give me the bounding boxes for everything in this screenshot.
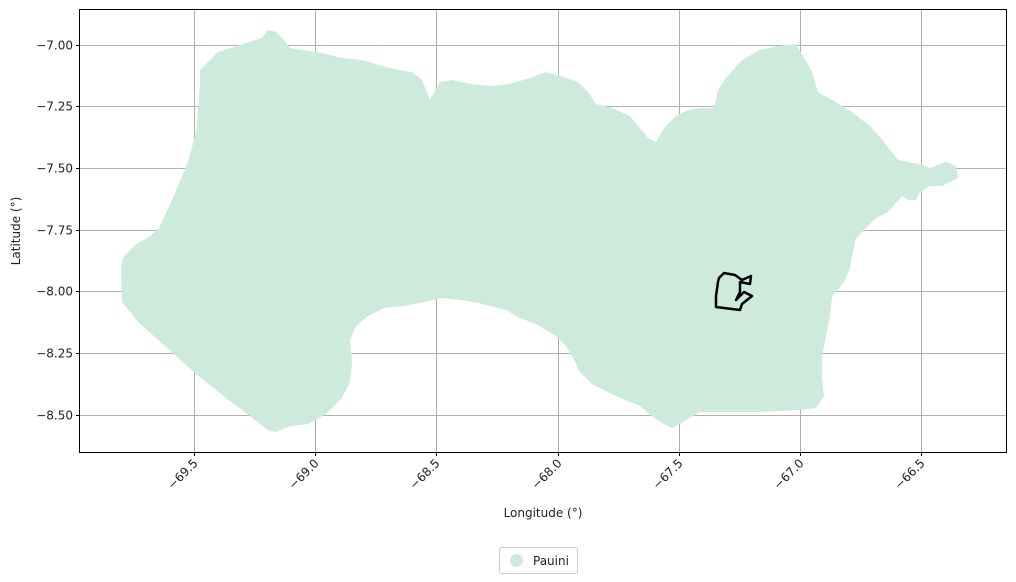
y-tick-label: −8.25 xyxy=(36,347,73,361)
y-tick-label: −7.00 xyxy=(36,39,73,53)
y-tick-label: −8.00 xyxy=(36,285,73,299)
y-axis-label: Latitude (°) xyxy=(9,197,23,266)
x-tick-label: −66.5 xyxy=(892,456,928,492)
y-tick-label: −7.50 xyxy=(36,162,73,176)
y-axis-ticks: −7.00 −7.25 −7.50 −7.75 −8.00 −8.25 −8.50 xyxy=(36,39,80,423)
x-tick-label: −67.5 xyxy=(650,456,686,492)
x-tick-label: −68.5 xyxy=(407,456,443,492)
legend-marker-icon xyxy=(510,554,523,567)
x-axis-ticks: −69.5 −69.0 −68.5 −68.0 −67.5 −67.0 −66.5 xyxy=(165,452,928,492)
pauini-region-shape xyxy=(121,30,958,432)
x-tick-label: −67.0 xyxy=(771,456,807,492)
x-axis-label: Longitude (°) xyxy=(504,506,583,520)
y-tick-label: −8.50 xyxy=(36,409,73,423)
y-tick-label: −7.75 xyxy=(36,224,73,238)
legend-label: Pauini xyxy=(533,553,569,568)
y-tick-label: −7.25 xyxy=(36,100,73,114)
legend: Pauini xyxy=(499,547,578,574)
x-tick-label: −68.0 xyxy=(529,456,565,492)
x-tick-label: −69.0 xyxy=(286,456,322,492)
x-tick-label: −69.5 xyxy=(165,456,201,492)
district-outline xyxy=(714,271,754,312)
